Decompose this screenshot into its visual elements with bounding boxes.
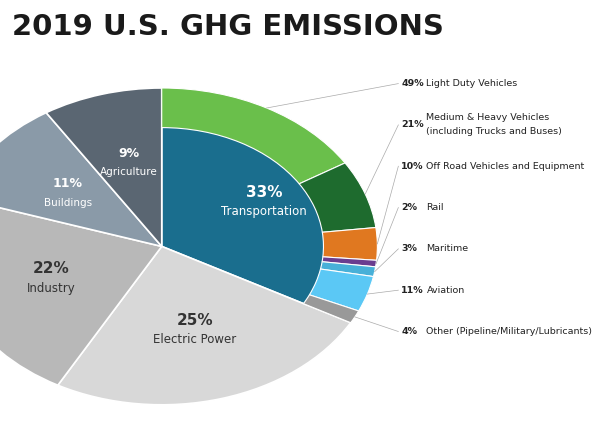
Text: 2%: 2%	[401, 203, 418, 212]
Wedge shape	[304, 295, 359, 323]
Text: Industry: Industry	[27, 282, 76, 295]
Text: 2019 U.S. GHG EMISSIONS: 2019 U.S. GHG EMISSIONS	[12, 13, 444, 41]
Wedge shape	[320, 262, 376, 277]
Wedge shape	[0, 198, 162, 385]
Text: 11%: 11%	[53, 177, 83, 190]
Text: Light Duty Vehicles: Light Duty Vehicles	[426, 79, 518, 88]
Wedge shape	[162, 88, 377, 323]
Text: 25%: 25%	[177, 313, 213, 328]
Text: Aviation: Aviation	[426, 286, 465, 295]
Text: 11%: 11%	[401, 286, 424, 295]
Wedge shape	[310, 269, 373, 311]
Text: Other (Pipeline/Military/Lubricants): Other (Pipeline/Military/Lubricants)	[426, 327, 592, 336]
Text: Buildings: Buildings	[44, 198, 92, 208]
Text: Electric Power: Electric Power	[153, 333, 237, 346]
Text: Maritime: Maritime	[426, 244, 468, 253]
Wedge shape	[322, 257, 377, 267]
Text: 9%: 9%	[118, 147, 139, 160]
Text: 3%: 3%	[401, 244, 418, 253]
Text: 21%: 21%	[401, 121, 424, 129]
Wedge shape	[162, 88, 345, 184]
Text: Off Road Vehicles and Equipment: Off Road Vehicles and Equipment	[426, 162, 585, 171]
Text: Agriculture: Agriculture	[100, 167, 158, 177]
Wedge shape	[300, 163, 376, 232]
Text: (including Trucks and Buses): (including Trucks and Buses)	[426, 128, 562, 136]
Wedge shape	[0, 113, 162, 246]
Text: 49%: 49%	[401, 79, 424, 88]
Wedge shape	[58, 246, 350, 405]
Text: 22%: 22%	[33, 261, 70, 276]
Text: 33%: 33%	[246, 185, 282, 200]
Text: 10%: 10%	[401, 162, 424, 171]
Text: 4%: 4%	[401, 327, 418, 336]
Wedge shape	[322, 227, 377, 260]
Text: Transportation: Transportation	[221, 205, 307, 218]
Text: Medium & Heavy Vehicles: Medium & Heavy Vehicles	[426, 114, 550, 122]
Wedge shape	[46, 88, 162, 246]
Text: Rail: Rail	[426, 203, 444, 212]
